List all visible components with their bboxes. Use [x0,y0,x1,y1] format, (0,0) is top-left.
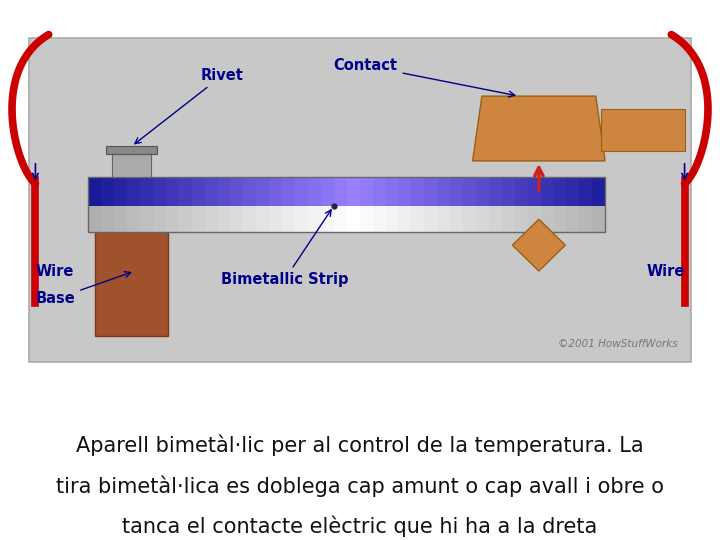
FancyBboxPatch shape [601,109,685,151]
FancyBboxPatch shape [204,206,218,232]
FancyBboxPatch shape [102,206,115,232]
FancyBboxPatch shape [580,206,593,232]
FancyBboxPatch shape [89,177,102,206]
Text: Bimetallic Strip: Bimetallic Strip [221,210,348,287]
FancyBboxPatch shape [502,177,516,206]
FancyBboxPatch shape [29,38,691,362]
FancyBboxPatch shape [385,206,399,232]
FancyBboxPatch shape [95,200,168,336]
FancyBboxPatch shape [528,206,541,232]
Text: Base: Base [35,272,131,307]
FancyBboxPatch shape [295,177,309,206]
FancyBboxPatch shape [89,206,102,232]
FancyBboxPatch shape [192,206,205,232]
FancyBboxPatch shape [450,206,464,232]
FancyBboxPatch shape [230,177,244,206]
FancyBboxPatch shape [567,177,580,206]
FancyBboxPatch shape [398,206,412,232]
FancyBboxPatch shape [515,177,528,206]
FancyBboxPatch shape [217,177,231,206]
FancyBboxPatch shape [256,206,270,232]
FancyBboxPatch shape [127,177,141,206]
Text: tanca el contacte elèctric que hi ha a la dreta: tanca el contacte elèctric que hi ha a l… [122,516,598,537]
FancyBboxPatch shape [243,206,257,232]
FancyBboxPatch shape [166,206,179,232]
FancyBboxPatch shape [424,206,438,232]
FancyBboxPatch shape [476,177,490,206]
Text: Aparell bimetàl·lic per al control de la temperatura. La: Aparell bimetàl·lic per al control de la… [76,435,644,456]
FancyBboxPatch shape [321,177,335,206]
FancyBboxPatch shape [411,206,425,232]
FancyBboxPatch shape [528,177,541,206]
FancyBboxPatch shape [385,177,399,206]
FancyBboxPatch shape [567,206,580,232]
FancyBboxPatch shape [372,177,386,206]
FancyBboxPatch shape [282,206,296,232]
FancyBboxPatch shape [112,154,151,177]
FancyBboxPatch shape [308,206,322,232]
FancyBboxPatch shape [411,177,425,206]
FancyBboxPatch shape [554,177,567,206]
Text: tira bimetàl·lica es doblega cap amunt o cap avall i obre o: tira bimetàl·lica es doblega cap amunt o… [56,475,664,497]
FancyBboxPatch shape [179,177,192,206]
Text: Wire: Wire [647,264,685,279]
FancyBboxPatch shape [398,177,412,206]
FancyBboxPatch shape [424,177,438,206]
FancyBboxPatch shape [153,206,166,232]
FancyBboxPatch shape [347,206,361,232]
FancyBboxPatch shape [179,206,192,232]
FancyBboxPatch shape [347,177,361,206]
FancyBboxPatch shape [502,206,516,232]
FancyBboxPatch shape [334,206,348,232]
FancyBboxPatch shape [580,177,593,206]
FancyBboxPatch shape [102,177,115,206]
FancyBboxPatch shape [592,206,606,232]
FancyBboxPatch shape [243,177,257,206]
FancyBboxPatch shape [515,206,528,232]
FancyBboxPatch shape [140,206,154,232]
FancyBboxPatch shape [476,206,490,232]
FancyBboxPatch shape [114,206,128,232]
FancyBboxPatch shape [192,177,205,206]
FancyBboxPatch shape [541,177,554,206]
Text: ©2001 HowStuffWorks: ©2001 HowStuffWorks [558,339,678,349]
Polygon shape [472,96,605,161]
FancyBboxPatch shape [140,177,154,206]
FancyBboxPatch shape [204,177,218,206]
FancyBboxPatch shape [463,206,477,232]
Polygon shape [513,219,565,271]
FancyBboxPatch shape [463,177,477,206]
FancyBboxPatch shape [106,146,157,154]
FancyBboxPatch shape [230,206,244,232]
FancyBboxPatch shape [269,177,283,206]
FancyBboxPatch shape [437,177,451,206]
FancyBboxPatch shape [127,206,141,232]
FancyBboxPatch shape [554,206,567,232]
FancyBboxPatch shape [372,206,386,232]
FancyBboxPatch shape [321,206,335,232]
FancyBboxPatch shape [256,177,270,206]
FancyBboxPatch shape [489,206,503,232]
FancyBboxPatch shape [450,177,464,206]
FancyBboxPatch shape [489,177,503,206]
Text: Rivet: Rivet [135,68,244,144]
FancyBboxPatch shape [541,206,554,232]
FancyBboxPatch shape [334,177,348,206]
FancyBboxPatch shape [166,177,179,206]
FancyBboxPatch shape [217,206,231,232]
FancyBboxPatch shape [437,206,451,232]
FancyBboxPatch shape [592,177,606,206]
FancyBboxPatch shape [308,177,322,206]
FancyBboxPatch shape [295,206,309,232]
FancyBboxPatch shape [360,206,373,232]
FancyBboxPatch shape [114,177,128,206]
FancyBboxPatch shape [282,177,296,206]
FancyBboxPatch shape [269,206,283,232]
FancyBboxPatch shape [153,177,166,206]
FancyBboxPatch shape [360,177,373,206]
Text: Wire: Wire [35,264,73,279]
Text: Contact: Contact [333,58,515,97]
